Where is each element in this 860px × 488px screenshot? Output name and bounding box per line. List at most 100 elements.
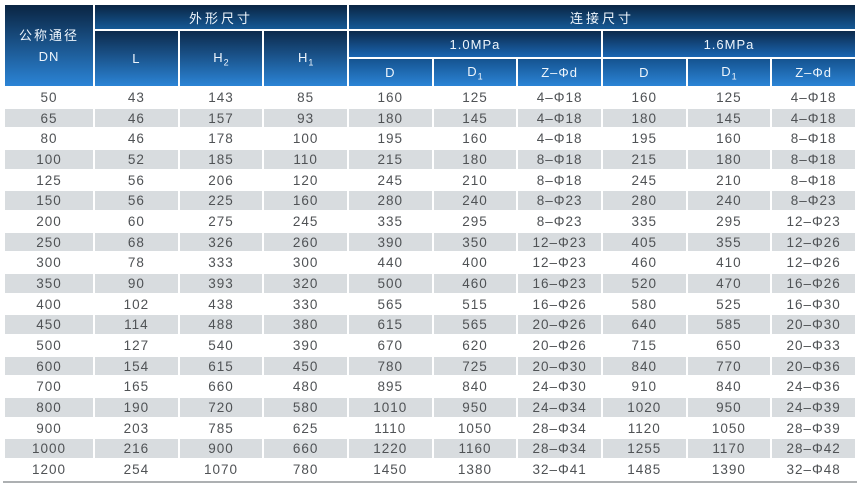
cell: 180 [431,148,519,171]
cell: 1170 [685,437,773,461]
cell: 215 [600,148,688,171]
cell: 90 [93,272,180,295]
cell: 185 [177,148,265,171]
cell: 480 [262,375,349,399]
col-header-d1-sub: 1 [477,71,483,82]
cell: 216 [93,437,180,461]
cell: 4–Φ18 [516,86,603,109]
cell: 143 [177,86,265,109]
cell: 840 [685,375,773,399]
cell: 390 [346,230,434,254]
cell: 350 [431,230,519,254]
cell: 1160 [431,437,519,461]
cell: 1050 [431,416,519,440]
cell: 390 [262,334,349,357]
cell: 540 [177,334,265,357]
table-header: 公称通径 DN 外形尺寸 连接尺寸 L H2 H1 1.0MPa 1.6MPa … [3,3,858,88]
cell: 326 [177,230,265,254]
cell: 180 [600,106,688,130]
cell: 410 [685,251,773,275]
cell: 4–Φ18 [516,127,603,150]
cell: 393 [177,272,265,295]
cell: 150 [3,189,95,213]
cell: 160 [262,189,349,213]
cell: 440 [346,251,434,275]
table-row: 150 56 225 160 280 240 8–Φ23 280 240 8–Φ23 [3,189,857,213]
col-header-h1: H1 [262,29,349,88]
cell: 333 [177,251,265,275]
cell: 4–Φ18 [516,106,603,130]
cell: 180 [346,106,434,130]
table-row: 1200 254 1070 780 1450 1380 32–Φ41 1485 1390 32–Φ… [3,458,857,481]
cell: 950 [431,396,519,419]
cell: 20–Φ36 [770,354,857,378]
cell: 60 [93,210,180,233]
cell: 12–Φ23 [770,210,857,233]
cell: 16–Φ26 [770,272,857,295]
cell: 195 [346,127,434,150]
cell: 615 [177,354,265,378]
dn-title: 公称通径 [18,27,79,43]
cell: 615 [346,313,434,337]
cell: 240 [431,189,519,213]
cell: 1380 [431,458,519,481]
cell: 12–Φ23 [516,230,603,254]
cell: 488 [177,313,265,337]
cell: 145 [431,106,519,130]
cell: 700 [3,375,95,399]
cell: 200 [3,210,95,233]
col-header-h1-base: H [297,49,309,65]
cell: 8–Φ23 [770,189,857,213]
cell: 1450 [346,458,434,481]
cell: 165 [93,375,180,399]
cell: 43 [93,86,180,109]
cell: 260 [262,230,349,254]
cell: 4–Φ18 [770,86,857,109]
cell: 895 [346,375,434,399]
cell: 20–Φ30 [770,313,857,337]
cell: 245 [346,168,434,192]
cell: 125 [685,86,773,109]
group-header-1.0mpa: 1.0MPa [346,29,603,59]
cell: 85 [262,86,349,109]
cell: 102 [93,292,180,316]
cell: 240 [685,189,773,213]
col-header-l-label: L [132,51,141,66]
cell: 565 [431,313,519,337]
cell: 295 [685,210,773,233]
col-header-d1-base: D [467,63,478,79]
cell: 295 [431,210,519,233]
table-row: 300 78 333 300 440 400 12–Φ23 460 410 12–Φ26 [3,251,857,275]
cell: 320 [262,272,349,295]
table-row: 900 203 785 625 1110 1050 28–Φ34 1120 1050 28–Φ39 [3,416,857,440]
cell: 400 [431,251,519,275]
cell: 32–Φ41 [516,458,603,481]
cell: 154 [93,354,180,378]
cell: 275 [177,210,265,233]
cell: 780 [262,458,349,481]
cell: 660 [177,375,265,399]
group-header-outline-dimensions: 外形尺寸 [93,3,349,31]
table-row: 400 102 438 330 565 515 16–Φ26 580 525 16–Φ30 [3,292,857,316]
cell: 24–Φ34 [516,396,603,419]
cell: 900 [177,437,265,461]
cell: 785 [177,416,265,440]
cell: 405 [600,230,688,254]
cell: 28–Φ34 [516,437,603,461]
cell: 840 [431,375,519,399]
dn-code: DN [38,48,60,64]
cell: 65 [3,106,95,130]
cell: 160 [431,127,519,150]
cell: 950 [685,396,773,419]
cell: 127 [93,334,180,357]
cell: 160 [685,127,773,150]
cell: 1220 [346,437,434,461]
cell: 20–Φ26 [516,313,603,337]
cell: 20–Φ26 [516,334,603,357]
col-header-h2-sub: 2 [223,57,229,68]
col-header-dn: 公称通径 DN [3,3,95,88]
cell: 460 [600,251,688,275]
cell: 715 [600,334,688,357]
cell: 4–Φ18 [770,106,857,130]
cell: 20–Φ30 [516,354,603,378]
